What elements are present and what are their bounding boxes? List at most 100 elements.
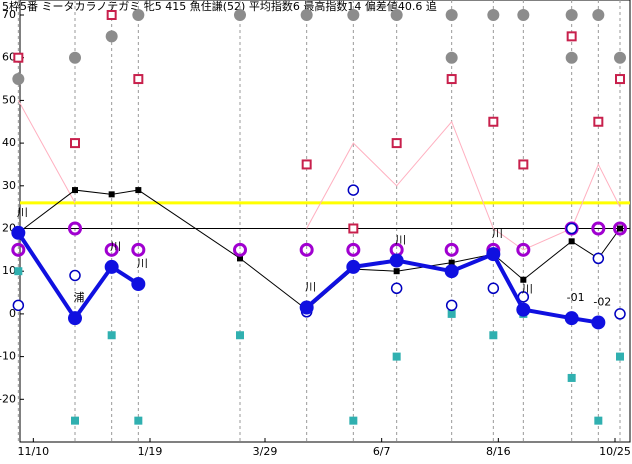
point-label: 川 — [492, 227, 503, 240]
point-label: 浦 — [74, 291, 85, 304]
y-tick-label: 10 — [2, 264, 16, 277]
point — [301, 159, 312, 170]
point — [348, 223, 359, 234]
point — [131, 242, 146, 257]
y-tick-label: 30 — [2, 179, 16, 192]
point — [135, 187, 142, 194]
point — [616, 352, 624, 361]
point — [446, 74, 457, 85]
point — [349, 416, 358, 425]
point — [236, 331, 244, 340]
x-tick-label: 6/7 — [373, 445, 391, 458]
point — [568, 238, 575, 245]
point — [567, 373, 576, 382]
point — [347, 184, 360, 196]
point-label: 川 — [522, 283, 533, 296]
point — [614, 51, 626, 64]
point — [132, 9, 145, 21]
point — [488, 116, 499, 127]
point — [564, 311, 579, 326]
y-tick-label: -20 — [0, 392, 16, 405]
y-tick-label: 70 — [2, 8, 16, 21]
point — [517, 9, 530, 21]
point — [389, 253, 404, 268]
point — [104, 242, 119, 257]
y-tick-label: 60 — [2, 51, 16, 64]
point — [72, 187, 78, 194]
x-tick-label: 11/10 — [17, 445, 49, 458]
x-tick-label: 3/29 — [253, 445, 278, 458]
point-label: 川 — [17, 206, 28, 219]
point — [390, 282, 403, 295]
point — [107, 331, 116, 340]
point — [614, 308, 626, 320]
point — [393, 268, 400, 275]
point — [615, 74, 625, 85]
point — [487, 282, 500, 295]
point — [13, 52, 24, 63]
point — [594, 416, 603, 425]
y-tick-label: -10 — [0, 350, 16, 363]
x-tick-label: 1/19 — [138, 445, 163, 458]
plot-frame — [19, 0, 631, 443]
point — [346, 259, 361, 274]
point — [565, 9, 578, 21]
point — [592, 9, 605, 21]
point — [516, 242, 531, 257]
point-label: 川 — [305, 280, 316, 293]
point — [68, 311, 82, 326]
point — [234, 9, 246, 21]
point — [392, 352, 401, 361]
point-label: -01 — [567, 291, 585, 304]
point — [591, 221, 606, 236]
point — [104, 259, 119, 274]
point-label: 川 — [395, 234, 406, 247]
point — [445, 299, 458, 312]
point — [445, 9, 458, 21]
point — [69, 269, 81, 282]
point — [486, 247, 501, 262]
point — [447, 309, 456, 318]
point — [347, 9, 360, 21]
point — [444, 242, 459, 257]
y-tick-label: 0 — [9, 307, 16, 320]
point — [487, 9, 500, 21]
point — [391, 138, 402, 149]
point — [390, 9, 403, 21]
point — [11, 225, 26, 240]
point — [346, 242, 361, 257]
x-tick-label: 8/16 — [486, 445, 511, 458]
series-line — [16, 231, 599, 325]
point — [448, 259, 455, 266]
point — [591, 315, 606, 330]
point — [68, 221, 82, 236]
series-line — [18, 189, 621, 311]
y-tick-label: 40 — [2, 136, 16, 149]
point — [489, 331, 498, 340]
point — [131, 277, 146, 292]
point — [617, 225, 623, 232]
point — [237, 255, 243, 262]
point — [565, 222, 578, 235]
y-tick-label: 50 — [2, 93, 16, 106]
point — [70, 138, 80, 149]
point — [520, 276, 527, 283]
point — [445, 51, 458, 64]
x-tick-label: 10/25 — [599, 445, 631, 458]
point-label: -02 — [593, 295, 611, 308]
point — [233, 242, 247, 257]
point — [105, 30, 118, 43]
point — [300, 9, 313, 21]
point — [133, 74, 144, 85]
point — [299, 242, 314, 257]
point-label: 川 — [110, 240, 121, 253]
point — [12, 73, 25, 86]
point — [565, 51, 578, 64]
point — [108, 191, 115, 198]
point — [516, 302, 531, 317]
point-label: 川 — [137, 257, 148, 270]
series-line — [17, 100, 621, 251]
point — [134, 416, 143, 425]
chart-title: 5枠5番 ミータカラノテガミ 牝5 415 魚住謙(52) 平均指数6 最高指数… — [2, 0, 437, 13]
